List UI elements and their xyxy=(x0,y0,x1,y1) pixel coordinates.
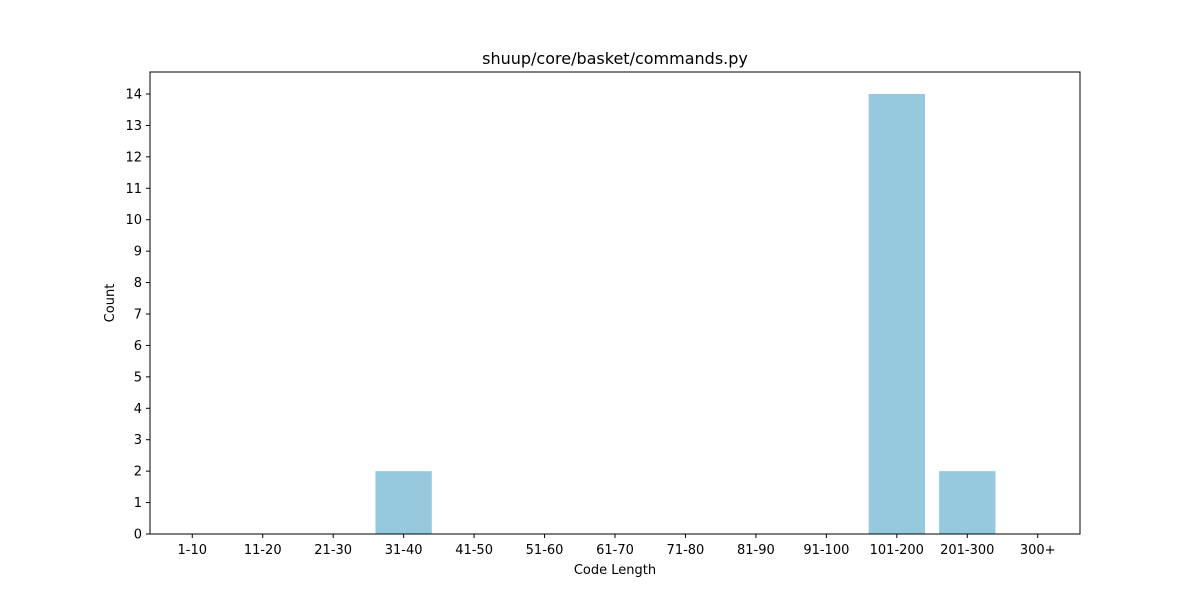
y-tick-label: 5 xyxy=(134,370,142,385)
chart-title: shuup/core/basket/commands.py xyxy=(482,49,748,68)
y-tick-label: 9 xyxy=(134,245,142,260)
y-tick-label: 7 xyxy=(134,308,142,323)
x-tick-label: 41-50 xyxy=(455,543,493,558)
y-tick-label: 3 xyxy=(134,433,142,448)
bars xyxy=(375,94,995,534)
x-tick-label: 201-300 xyxy=(940,543,994,558)
y-tick-label: 2 xyxy=(134,465,142,480)
bar-31-40 xyxy=(375,471,431,534)
x-tick-label: 1-10 xyxy=(178,543,208,558)
x-tick-label: 21-30 xyxy=(314,543,352,558)
x-tick-label: 71-80 xyxy=(667,543,705,558)
x-tick-label: 300+ xyxy=(1020,543,1056,558)
y-tick-label: 8 xyxy=(134,276,142,291)
y-tick-label: 12 xyxy=(125,150,142,165)
y-tick-label: 0 xyxy=(134,528,142,543)
x-tick-label: 11-20 xyxy=(244,543,282,558)
x-tick-label: 91-100 xyxy=(803,543,849,558)
x-tick-label: 101-200 xyxy=(870,543,924,558)
x-axis-title: Code Length xyxy=(574,563,656,578)
x-tick-label: 51-60 xyxy=(526,543,564,558)
y-tick-label: 11 xyxy=(125,182,142,197)
x-tick-label: 81-90 xyxy=(737,543,775,558)
y-tick-label: 14 xyxy=(125,88,142,103)
x-tick-label: 61-70 xyxy=(596,543,634,558)
y-tick-label: 1 xyxy=(134,496,142,511)
y-tick-label: 10 xyxy=(125,213,142,228)
y-tick-label: 13 xyxy=(125,119,142,134)
bar-201-300 xyxy=(939,471,995,534)
bar-101-200 xyxy=(869,94,925,534)
x-axis-ticks: 1-10 11-20 21-30 31-40 41-50 51-60 61-70 71-80 8… xyxy=(178,534,1056,558)
y-tick-label: 6 xyxy=(134,339,142,354)
y-axis-title: Count xyxy=(103,284,118,323)
y-tick-label: 4 xyxy=(134,402,142,417)
x-tick-label: 31-40 xyxy=(385,543,423,558)
plot-frame xyxy=(150,72,1080,534)
